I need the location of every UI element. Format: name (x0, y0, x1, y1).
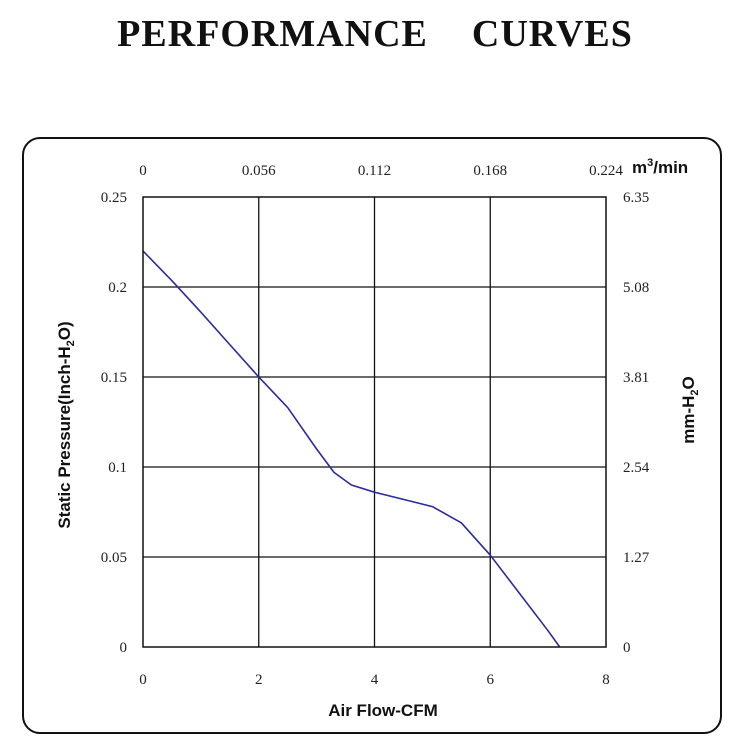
y-axis-ticks: 0 0.05 0.1 0.15 0.2 0.25 (101, 190, 127, 656)
y-axis-title-main: Static Pressure(Inch-H (55, 346, 74, 528)
series-line (142, 250, 561, 648)
page-title: PERFORMANCE CURVES (0, 12, 750, 56)
right-tick-label: 0 (623, 640, 631, 656)
right-axis-title-main: mm-H (679, 396, 698, 444)
y-tick-label: 0.15 (101, 370, 127, 386)
y-tick-label: 0.1 (108, 460, 127, 476)
right-tick-label: 5.08 (623, 280, 649, 296)
right-axis-title-tail: O (679, 376, 698, 389)
top-tick-label: 0.056 (242, 163, 276, 179)
top-axis-title: m3/min (632, 157, 688, 177)
top-axis-ticks: 0 0.056 0.112 0.168 0.224 (139, 163, 623, 179)
y-tick-label: 0.05 (101, 550, 127, 566)
right-tick-label: 1.27 (623, 550, 650, 566)
right-axis-title: mm-H2O (679, 376, 701, 444)
right-tick-label: 6.35 (623, 190, 649, 206)
x-tick-label: 0 (139, 672, 147, 688)
y-axis-title-tail: O) (55, 321, 74, 340)
x-tick-label: 2 (255, 672, 263, 688)
x-axis-title: Air Flow-CFM (328, 701, 438, 720)
y-tick-label: 0.2 (108, 280, 127, 296)
page-title-word-1: PERFORMANCE (117, 13, 428, 55)
y-tick-label: 0.25 (101, 190, 127, 206)
y-axis-title-sub: 2 (65, 340, 77, 346)
series-group (142, 250, 561, 648)
top-axis-title-main: m (632, 158, 647, 177)
grid (143, 197, 606, 647)
y-axis-title: Static Pressure(Inch-H2O) (55, 321, 77, 528)
x-tick-label: 6 (487, 672, 495, 688)
top-tick-label: 0.168 (473, 163, 507, 179)
top-axis-title-tail: /min (653, 158, 688, 177)
top-tick-label: 0 (139, 163, 147, 179)
top-axis-title-sup: 3 (647, 157, 653, 169)
page-title-word-2: CURVES (471, 13, 633, 55)
right-tick-label: 2.54 (623, 460, 650, 476)
x-tick-label: 4 (371, 672, 379, 688)
chart-frame (22, 137, 722, 734)
right-tick-label: 3.81 (623, 370, 649, 386)
plot-border (142, 196, 607, 648)
right-axis-title-sub: 2 (689, 389, 701, 395)
top-tick-label: 0.224 (589, 163, 623, 179)
top-tick-label: 0.112 (358, 163, 391, 179)
x-tick-label: 8 (602, 672, 610, 688)
x-axis-ticks: 0 2 4 6 8 (139, 672, 610, 688)
y-tick-label: 0 (120, 640, 128, 656)
right-axis-ticks: 0 1.27 2.54 3.81 5.08 6.35 (623, 190, 650, 656)
